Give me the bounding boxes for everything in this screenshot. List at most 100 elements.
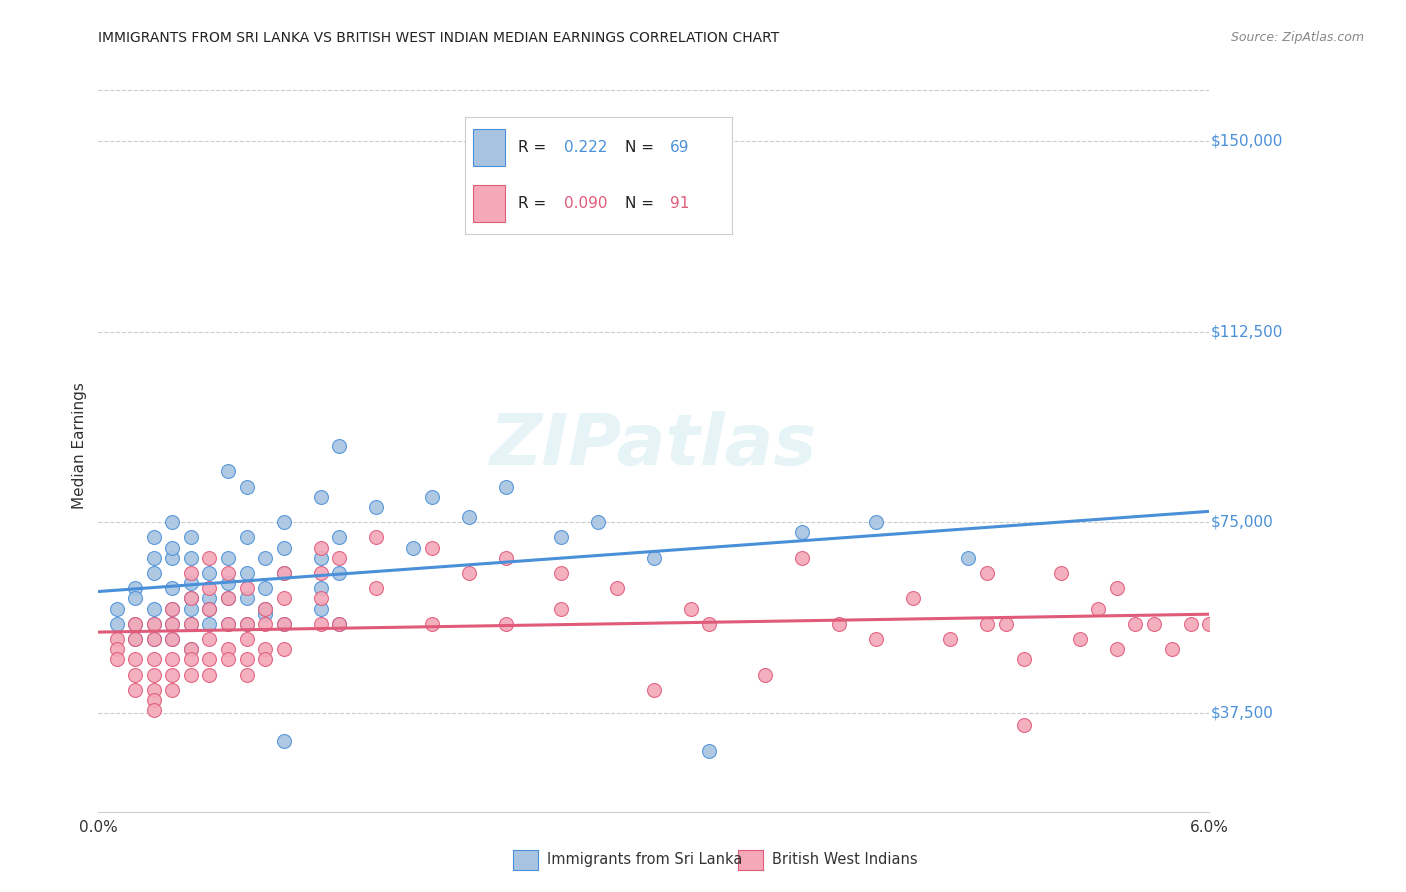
Point bbox=[235, 667, 257, 681]
Point bbox=[309, 550, 332, 565]
Point bbox=[402, 541, 425, 555]
Point bbox=[124, 632, 146, 646]
Point bbox=[217, 591, 239, 606]
Point bbox=[180, 601, 202, 615]
Point bbox=[143, 550, 166, 565]
Point bbox=[143, 530, 166, 544]
Point bbox=[162, 632, 184, 646]
Point bbox=[124, 652, 146, 666]
Point bbox=[495, 550, 517, 565]
Point bbox=[198, 616, 221, 631]
Point bbox=[309, 541, 332, 555]
Point bbox=[235, 632, 257, 646]
Point bbox=[550, 601, 572, 615]
Point bbox=[180, 550, 202, 565]
Point bbox=[420, 616, 443, 631]
Point bbox=[790, 550, 813, 565]
Point bbox=[162, 601, 184, 615]
Point bbox=[457, 566, 479, 580]
Point bbox=[994, 616, 1017, 631]
Point bbox=[328, 566, 350, 580]
Point bbox=[1012, 718, 1035, 732]
Text: R =: R = bbox=[519, 140, 551, 155]
Point bbox=[273, 733, 295, 747]
FancyBboxPatch shape bbox=[472, 128, 505, 166]
Point bbox=[180, 566, 202, 580]
Point bbox=[162, 667, 184, 681]
Point bbox=[790, 525, 813, 540]
Text: 0.090: 0.090 bbox=[564, 196, 607, 211]
Point bbox=[198, 566, 221, 580]
Text: $150,000: $150,000 bbox=[1211, 134, 1282, 149]
Point bbox=[865, 515, 887, 529]
Point bbox=[162, 632, 184, 646]
Point bbox=[273, 541, 295, 555]
Text: British West Indians: British West Indians bbox=[772, 853, 918, 867]
Point bbox=[198, 601, 221, 615]
Point bbox=[1012, 652, 1035, 666]
Point bbox=[254, 607, 277, 621]
Point bbox=[105, 601, 128, 615]
Point bbox=[328, 616, 350, 631]
Point bbox=[254, 652, 277, 666]
Point bbox=[366, 530, 388, 544]
Point bbox=[143, 667, 166, 681]
Point bbox=[198, 581, 221, 595]
Point bbox=[124, 682, 146, 697]
Point bbox=[235, 616, 257, 631]
Point bbox=[976, 616, 998, 631]
Point bbox=[1143, 616, 1166, 631]
Text: R =: R = bbox=[519, 196, 551, 211]
Point bbox=[1087, 601, 1109, 615]
Point bbox=[217, 550, 239, 565]
Point bbox=[254, 601, 277, 615]
Point bbox=[235, 530, 257, 544]
Point bbox=[162, 652, 184, 666]
Point bbox=[217, 576, 239, 591]
Text: N =: N = bbox=[624, 140, 659, 155]
Point bbox=[143, 632, 166, 646]
Point bbox=[254, 601, 277, 615]
Point bbox=[328, 550, 350, 565]
Point bbox=[328, 530, 350, 544]
Point bbox=[420, 490, 443, 504]
Point bbox=[901, 591, 924, 606]
Point bbox=[235, 591, 257, 606]
Point bbox=[162, 682, 184, 697]
Text: $75,000: $75,000 bbox=[1211, 515, 1272, 530]
Text: $112,500: $112,500 bbox=[1211, 324, 1282, 339]
Text: 91: 91 bbox=[671, 196, 689, 211]
Point bbox=[180, 591, 202, 606]
Point bbox=[143, 566, 166, 580]
Point bbox=[254, 642, 277, 657]
Point bbox=[217, 566, 239, 580]
Point bbox=[328, 439, 350, 453]
Point bbox=[180, 591, 202, 606]
Point bbox=[124, 616, 146, 631]
Text: $37,500: $37,500 bbox=[1211, 706, 1274, 720]
Point bbox=[1050, 566, 1073, 580]
Point bbox=[309, 581, 332, 595]
Point bbox=[254, 550, 277, 565]
Point bbox=[180, 652, 202, 666]
Point bbox=[495, 616, 517, 631]
Point bbox=[254, 616, 277, 631]
Point bbox=[550, 530, 572, 544]
Point bbox=[143, 601, 166, 615]
Point bbox=[957, 550, 980, 565]
Point bbox=[939, 632, 962, 646]
Point bbox=[366, 581, 388, 595]
Point bbox=[273, 591, 295, 606]
Text: IMMIGRANTS FROM SRI LANKA VS BRITISH WEST INDIAN MEDIAN EARNINGS CORRELATION CHA: IMMIGRANTS FROM SRI LANKA VS BRITISH WES… bbox=[98, 31, 780, 45]
Point bbox=[143, 632, 166, 646]
Point bbox=[198, 601, 221, 615]
Point bbox=[143, 652, 166, 666]
Point bbox=[309, 601, 332, 615]
Point bbox=[588, 515, 610, 529]
Point bbox=[162, 616, 184, 631]
Point bbox=[679, 601, 702, 615]
Point bbox=[217, 616, 239, 631]
Point bbox=[124, 581, 146, 595]
Point bbox=[217, 652, 239, 666]
Point bbox=[235, 566, 257, 580]
